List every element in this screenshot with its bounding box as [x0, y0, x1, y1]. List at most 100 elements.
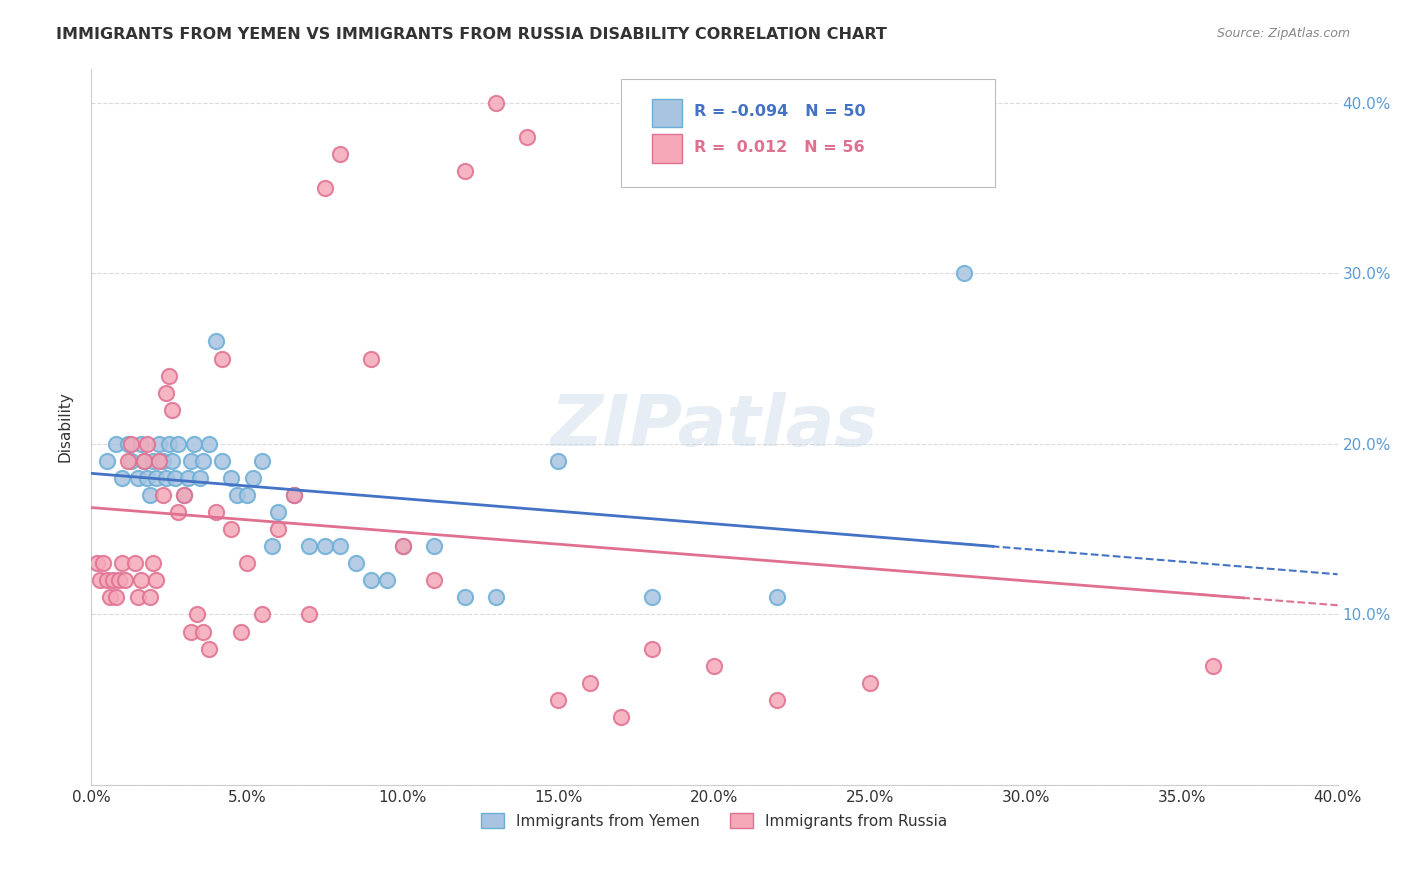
Point: [160, 402, 183, 417]
Point: [375, 574, 398, 588]
Point: [124, 556, 146, 570]
Point: [229, 624, 252, 639]
Point: [173, 488, 195, 502]
Point: [152, 454, 174, 468]
Point: [191, 624, 214, 639]
Point: [267, 522, 290, 536]
Point: [391, 539, 413, 553]
Point: [145, 471, 167, 485]
Point: [176, 471, 198, 485]
Point: [344, 556, 367, 570]
Point: [211, 454, 233, 468]
Point: [236, 556, 259, 570]
Point: [298, 607, 321, 622]
Text: Source: ZipAtlas.com: Source: ZipAtlas.com: [1216, 27, 1350, 40]
Point: [547, 693, 569, 707]
Text: ZIPatlas: ZIPatlas: [551, 392, 877, 461]
Point: [765, 693, 787, 707]
Point: [641, 641, 664, 656]
Point: [283, 488, 305, 502]
Point: [204, 334, 226, 349]
Point: [226, 488, 249, 502]
Point: [610, 710, 633, 724]
Point: [167, 505, 190, 519]
Point: [180, 454, 202, 468]
Point: [314, 181, 336, 195]
Text: IMMIGRANTS FROM YEMEN VS IMMIGRANTS FROM RUSSIA DISABILITY CORRELATION CHART: IMMIGRANTS FROM YEMEN VS IMMIGRANTS FROM…: [56, 27, 887, 42]
Point: [114, 574, 136, 588]
FancyBboxPatch shape: [621, 79, 995, 186]
Point: [1202, 658, 1225, 673]
Point: [186, 607, 208, 622]
Point: [236, 488, 259, 502]
Point: [127, 471, 149, 485]
Point: [219, 471, 242, 485]
Point: [120, 437, 142, 451]
Point: [547, 454, 569, 468]
Point: [952, 266, 974, 280]
Point: [98, 591, 121, 605]
Point: [96, 454, 118, 468]
Point: [260, 539, 283, 553]
Point: [191, 454, 214, 468]
Point: [703, 658, 725, 673]
Point: [120, 454, 142, 468]
Point: [136, 437, 159, 451]
Point: [252, 607, 274, 622]
Point: [173, 488, 195, 502]
Bar: [652, 135, 682, 163]
Point: [129, 574, 152, 588]
Point: [160, 454, 183, 468]
Point: [329, 539, 352, 553]
Point: [360, 574, 382, 588]
Point: [298, 539, 321, 553]
Point: [101, 574, 124, 588]
Point: [283, 488, 305, 502]
Legend: Immigrants from Yemen, Immigrants from Russia: Immigrants from Yemen, Immigrants from R…: [475, 806, 953, 835]
Point: [423, 574, 446, 588]
Point: [252, 454, 274, 468]
Text: R =  0.012   N = 56: R = 0.012 N = 56: [695, 140, 865, 155]
Point: [204, 505, 226, 519]
Point: [132, 454, 155, 468]
Point: [198, 641, 221, 656]
Point: [111, 556, 134, 570]
Point: [132, 454, 155, 468]
Point: [391, 539, 413, 553]
Point: [183, 437, 205, 451]
Point: [219, 522, 242, 536]
Point: [167, 437, 190, 451]
Point: [360, 351, 382, 366]
Point: [155, 385, 177, 400]
Point: [127, 591, 149, 605]
Point: [165, 471, 187, 485]
Point: [180, 624, 202, 639]
Point: [578, 675, 600, 690]
Point: [152, 488, 174, 502]
Point: [155, 471, 177, 485]
Point: [136, 471, 159, 485]
Text: R = -0.094   N = 50: R = -0.094 N = 50: [695, 104, 866, 119]
Point: [93, 556, 115, 570]
Point: [765, 591, 787, 605]
Point: [485, 95, 508, 110]
Point: [242, 471, 264, 485]
Point: [148, 437, 170, 451]
Point: [454, 591, 477, 605]
Point: [267, 505, 290, 519]
Point: [198, 437, 221, 451]
Point: [86, 556, 108, 570]
Point: [104, 437, 127, 451]
Point: [89, 574, 111, 588]
Point: [96, 574, 118, 588]
Point: [314, 539, 336, 553]
Point: [454, 164, 477, 178]
Point: [157, 368, 180, 383]
Point: [188, 471, 211, 485]
Point: [145, 574, 167, 588]
Point: [157, 437, 180, 451]
Y-axis label: Disability: Disability: [58, 392, 72, 462]
Point: [142, 556, 165, 570]
Point: [423, 539, 446, 553]
Bar: [652, 99, 682, 128]
